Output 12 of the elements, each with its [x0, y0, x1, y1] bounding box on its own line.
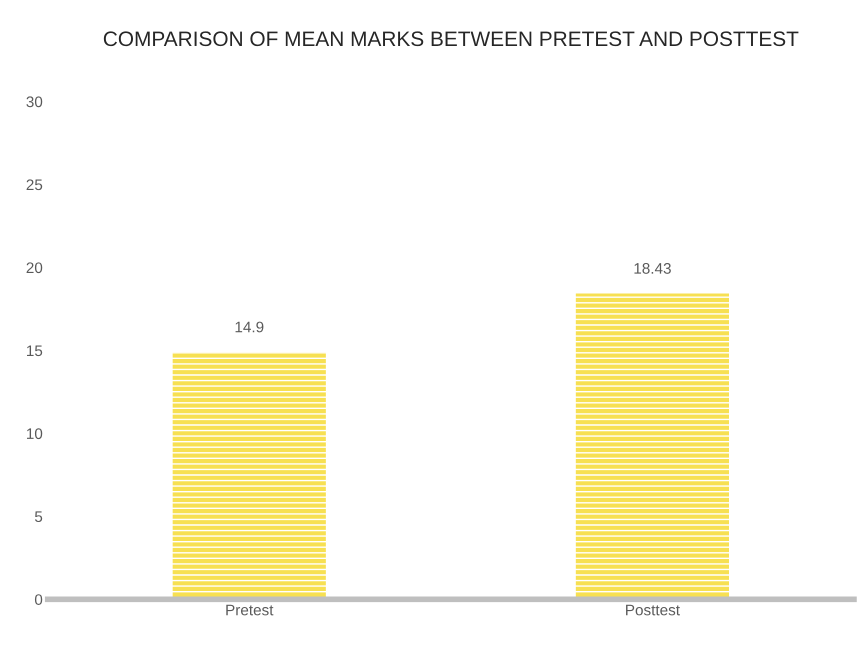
y-tick-label: 10 [26, 428, 42, 440]
y-tick-label: 0 [34, 594, 42, 606]
data-label: 18.43 [634, 263, 671, 274]
y-tick-label: 30 [26, 96, 42, 108]
y-tick-label: 5 [34, 511, 42, 522]
y-tick-label: 15 [26, 345, 42, 356]
chart-title: COMPARISON OF MEAN MARKS BETWEEN PRETEST AND POSTTEST [104, 31, 798, 46]
x-tick-label: Pretest [226, 604, 274, 616]
data-label: 14.9 [236, 322, 264, 332]
y-tick-label: 20 [26, 262, 42, 274]
x-tick-label: Posttest [626, 604, 680, 616]
y-tick-label: 25 [26, 179, 42, 190]
